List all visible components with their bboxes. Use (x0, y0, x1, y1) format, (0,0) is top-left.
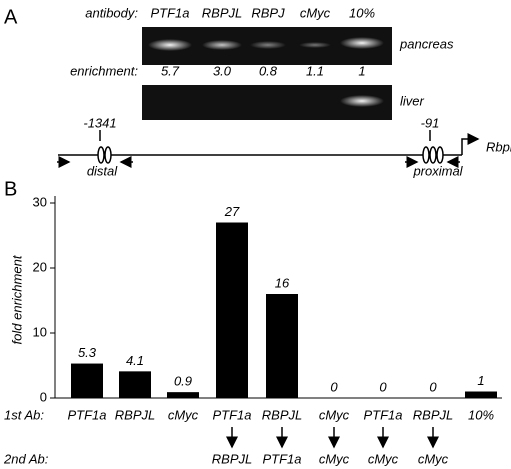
panel-label: B (4, 178, 17, 200)
bar (266, 294, 298, 398)
row-label: 1st Ab: (4, 407, 44, 422)
x-tick-label: RBPJL (115, 407, 155, 422)
x-tick-label: PTF1a (262, 451, 301, 466)
gene-map (57, 130, 480, 168)
band (202, 40, 242, 50)
y-tick-label: 10 (33, 324, 47, 339)
position-label: -91 (421, 115, 440, 130)
value-label: 0 (330, 379, 338, 394)
tissue-label: pancreas (399, 36, 454, 51)
value-label: 16 (275, 275, 290, 290)
value-label: 0 (429, 379, 437, 394)
x-tick-label: cMyc (319, 451, 350, 466)
x-tick-label: cMyc (168, 407, 199, 422)
gene-label: Rbpl (486, 139, 511, 154)
position-label: -1341 (83, 115, 116, 130)
bar (119, 371, 151, 398)
x-tick-label: PTF1a (363, 407, 402, 422)
y-tick-label: 20 (33, 259, 47, 274)
band (148, 39, 192, 51)
band (299, 42, 331, 48)
band (250, 41, 286, 49)
x-tick-label: cMyc (319, 407, 350, 422)
x-tick-label: cMyc (418, 451, 449, 466)
y-axis-title: fold enrichment (9, 254, 24, 344)
value-label: 0 (379, 379, 387, 394)
tissue-label: liver (400, 93, 425, 108)
bar (71, 363, 103, 398)
x-tick-label: RBPJL (262, 407, 302, 422)
row-label: 2nd Ab: (3, 451, 49, 466)
element-label: proximal (412, 163, 463, 178)
enrichment-value: 1.1 (306, 63, 324, 78)
enrichment-value: 5.7 (161, 63, 180, 78)
element-label: distal (87, 163, 118, 178)
x-tick-label: 10% (468, 407, 494, 422)
lane-label: RBPJL (202, 5, 242, 20)
x-tick-label: RBPJL (413, 407, 453, 422)
band (340, 37, 384, 49)
enrichment-value: 3.0 (213, 63, 232, 78)
lane-label: RBPJ (251, 5, 285, 20)
bar (216, 222, 248, 398)
value-label: 0.9 (174, 374, 192, 389)
value-label: 5.3 (78, 345, 97, 360)
value-label: 4.1 (126, 353, 144, 368)
lane-label: cMyc (300, 5, 331, 20)
bar (167, 392, 199, 398)
x-tick-label: cMyc (368, 451, 399, 466)
x-tick-label: RBPJL (212, 451, 252, 466)
value-label: 1 (477, 373, 484, 388)
enrichment-value: 1 (358, 63, 365, 78)
row-label: enrichment: (70, 63, 138, 78)
band (340, 95, 384, 107)
lane-label: PTF1a (150, 5, 189, 20)
bar (465, 391, 497, 398)
enrichment-value: 0.8 (259, 63, 278, 78)
lane-label: 10% (349, 5, 375, 20)
row-label: antibody: (85, 5, 138, 20)
y-tick-label: 30 (33, 194, 47, 209)
y-tick-label: 0 (40, 389, 47, 404)
x-tick-label: PTF1a (212, 407, 251, 422)
value-label: 27 (224, 204, 240, 219)
x-tick-label: PTF1a (67, 407, 106, 422)
panel-label: A (4, 6, 18, 28)
